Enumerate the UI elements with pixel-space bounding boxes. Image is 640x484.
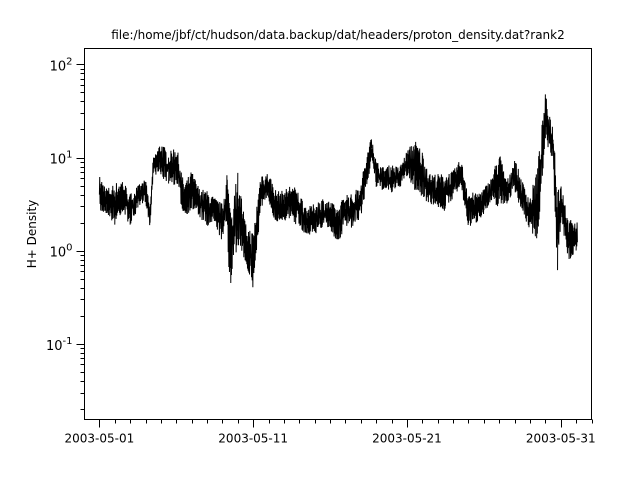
series-segment: [406, 146, 416, 185]
series-segment: [475, 190, 485, 223]
series-segment: [183, 172, 193, 215]
series-segment: [575, 222, 578, 251]
x-tick-label: 2003-05-11: [218, 432, 288, 446]
series-segment: [275, 190, 285, 222]
y-axis: 102 101 100 10-1: [46, 56, 85, 410]
series-segment: [191, 174, 200, 215]
series-segment: [560, 186, 569, 254]
series-segment: [149, 162, 154, 223]
series-segment: [383, 165, 393, 190]
series-segment: [306, 204, 316, 235]
plot-frame: [84, 48, 592, 420]
series-segment: [114, 182, 123, 225]
series-segment: [514, 163, 523, 209]
chart-title: file:/home/jbf/ct/hudson/data.backup/dat…: [111, 28, 565, 42]
series-segment: [260, 174, 270, 206]
series-segment: [160, 146, 170, 182]
series-segment: [226, 179, 231, 273]
series-segment: [229, 172, 239, 283]
series-segment: [329, 203, 339, 240]
series-segment: [214, 198, 223, 240]
series-segment: [467, 192, 477, 226]
series-segment: [421, 155, 431, 203]
series-segment: [557, 188, 562, 271]
series-segment: [137, 180, 147, 208]
series-segment: [498, 156, 508, 204]
series-segment: [444, 171, 454, 206]
series-segment: [344, 194, 354, 228]
x-tick-label: 2003-05-21: [372, 432, 442, 446]
x-axis: 2003-05-01 2003-05-11 2003-05-21 2003-05-31: [65, 419, 596, 446]
series-segment: [206, 195, 216, 226]
series-segment: [314, 200, 323, 234]
series-segment: [483, 179, 493, 211]
series-segment: [98, 177, 108, 213]
y-tick-label: 102: [50, 56, 73, 74]
series-segment: [298, 198, 308, 233]
series-segment: [283, 186, 293, 221]
series-segment: [252, 182, 262, 274]
series-segment: [360, 152, 370, 214]
series-segment: [544, 98, 554, 156]
series-segment: [152, 146, 162, 175]
series-segment: [337, 199, 346, 240]
series-segment: [175, 152, 185, 211]
series-segment: [268, 178, 277, 220]
series-segment: [129, 186, 139, 225]
series-segment: [244, 224, 254, 288]
y-tick-label: 100: [50, 243, 73, 261]
series-segment: [414, 141, 423, 196]
y-tick-label: 101: [50, 150, 73, 168]
series-segment: [145, 181, 151, 226]
series-segment: [168, 149, 177, 185]
series-segment: [221, 175, 228, 235]
data-series: [98, 94, 578, 288]
series-segment: [491, 158, 500, 207]
series-segment: [352, 189, 362, 223]
series-segment: [429, 174, 439, 205]
series-segment: [237, 195, 246, 261]
y-tick-label: 10-1: [46, 336, 73, 354]
series-segment: [391, 165, 400, 193]
series-segment: [437, 174, 446, 211]
series-segment: [321, 199, 331, 228]
series-segment: [371, 144, 377, 183]
x-tick-label: 2003-05-01: [65, 432, 135, 446]
y-axis-label: H+ Density: [25, 200, 39, 269]
series-segment: [198, 189, 208, 225]
series-segment: [291, 187, 300, 225]
series-segment: [521, 182, 531, 228]
series-segment: [460, 164, 469, 226]
series-segment: [537, 94, 546, 227]
series-segment: [398, 152, 408, 187]
series-segment: [368, 139, 373, 174]
x-tick-label: 2003-05-31: [526, 432, 596, 446]
series-segment: [529, 168, 539, 239]
series-segment: [552, 143, 559, 248]
series-segment: [106, 185, 116, 221]
series-segment: [121, 185, 131, 222]
series-segment: [506, 160, 516, 204]
series-segment: [567, 220, 577, 259]
series-segment: [375, 163, 385, 190]
series-segment: [452, 162, 462, 194]
